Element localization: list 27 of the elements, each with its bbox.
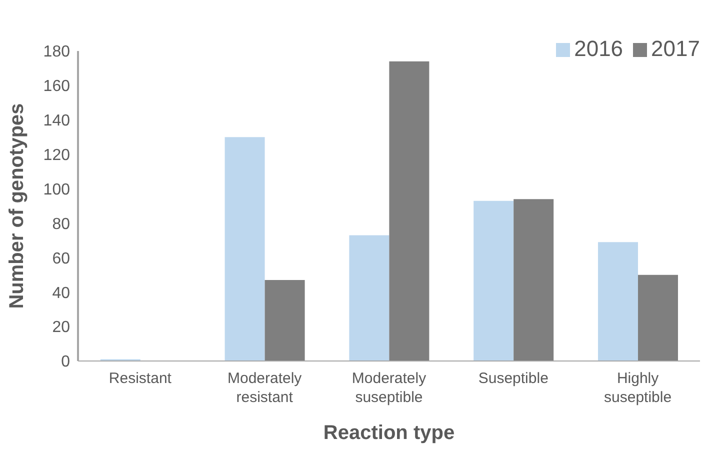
bar bbox=[224, 137, 265, 361]
y-tick-label: 160 bbox=[43, 78, 70, 96]
y-tick-label: 140 bbox=[43, 112, 70, 130]
bar bbox=[474, 200, 514, 361]
y-tick-label: 80 bbox=[52, 216, 70, 233]
legend-label: 2016 bbox=[574, 36, 624, 61]
legend-label: 2017 bbox=[651, 36, 700, 61]
y-tick-label: 60 bbox=[52, 250, 70, 268]
bar bbox=[598, 242, 638, 361]
x-tick-label: Moderately suseptible bbox=[352, 370, 427, 406]
y-axis-title: Number of genotypes bbox=[6, 103, 28, 309]
bar bbox=[264, 280, 305, 361]
bar bbox=[389, 61, 430, 361]
y-tick-label: 180 bbox=[43, 44, 70, 61]
y-tick-label: 120 bbox=[43, 147, 70, 164]
y-tick-label: 20 bbox=[52, 319, 70, 336]
x-tick-label: Highly suseptible bbox=[604, 370, 672, 406]
bar bbox=[638, 274, 678, 361]
x-tick-label: Moderately resistant bbox=[228, 370, 302, 406]
x-axis-title: Reaction type bbox=[323, 422, 455, 444]
bar bbox=[349, 235, 390, 361]
y-tick-label: 100 bbox=[43, 181, 70, 198]
y-tick-label: 40 bbox=[52, 284, 70, 302]
y-tick-label: 0 bbox=[61, 354, 70, 371]
x-tick-label: Suseptible bbox=[478, 370, 548, 387]
x-tick-label: Resistant bbox=[108, 370, 172, 387]
bar bbox=[514, 199, 554, 361]
